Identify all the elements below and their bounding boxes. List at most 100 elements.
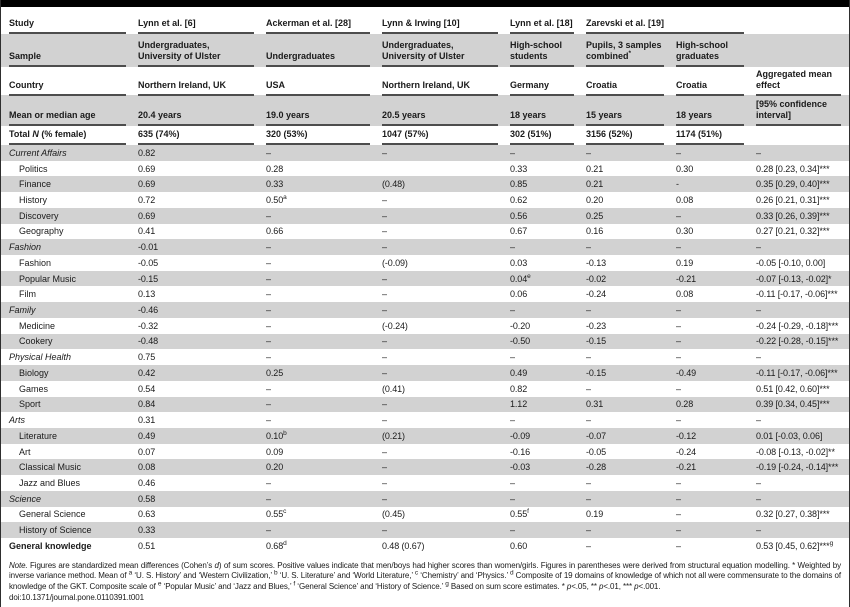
data-cell: – <box>510 305 515 316</box>
table-row: General Science 0.63 0.55c (0.45) 0.55f 0.19 –… <box>1 507 849 523</box>
data-cell: – <box>382 415 387 426</box>
table-row: Sport 0.84 – – 1.12 0.31 0.28 0.39 [0.34, 0.45]… <box>1 396 849 413</box>
data-cell: 0.48 (0.67) <box>382 540 425 551</box>
data-cell: – <box>586 383 591 394</box>
data-cell: 0.66 <box>266 226 284 237</box>
header-cell: Northern Ireland, UK <box>382 67 498 96</box>
data-cell: 0.25 <box>586 210 604 221</box>
row-label: Medicine <box>19 320 56 331</box>
row-label: Games <box>19 383 49 394</box>
header-row-label: Country <box>9 67 126 96</box>
row-label: Physical Health <box>9 352 72 363</box>
header-cell: Lynn & Irwing [10] <box>382 7 498 34</box>
data-cell: – <box>676 525 681 536</box>
header-cell: Ackerman et al. [28] <box>266 7 370 34</box>
table-row: Finance 0.69 0.33 (0.48) 0.85 0.21 - 0.35 [0.29… <box>1 176 849 193</box>
header-cell-text: 19.0 years <box>266 109 310 120</box>
data-cell: – <box>382 352 387 363</box>
header-cell: USA <box>266 67 370 96</box>
data-cell: 0.69 <box>138 163 156 174</box>
row-label: Art <box>19 446 31 457</box>
data-cell: – <box>382 525 387 536</box>
header-cell: Zarevski et al. [19] <box>586 7 744 34</box>
header-cell: 1174 (51%) <box>676 126 744 145</box>
header-row: Total N (% female) 635 (74%) 320 (53%) 1047… <box>1 126 849 145</box>
table-row: Jazz and Blues 0.46 – – – – – – <box>1 475 849 491</box>
data-cell: 0.50a <box>266 194 287 206</box>
data-cell: – <box>382 226 387 237</box>
data-cell: 0.75 <box>138 352 156 363</box>
data-cell: -0.48 <box>138 336 159 347</box>
data-cell: 0.27 [0.21, 0.32]*** <box>756 226 830 237</box>
header-cell-text: USA <box>266 79 286 90</box>
data-cell: -0.11 [-0.17, -0.06]*** <box>756 289 838 300</box>
header-cell: Pupils, 3 samples combined* <box>586 34 664 67</box>
data-cell: 0.08 <box>676 195 694 206</box>
header-cell-text: 20.4 years <box>138 109 182 120</box>
data-cell: 0.06 <box>510 289 528 300</box>
data-cell: 0.84 <box>138 399 156 410</box>
data-cell: – <box>266 210 271 221</box>
header-cell-text: 18 years <box>676 109 713 120</box>
table-row: Popular Music -0.15 – – 0.04e -0.02 -0.21 -0.07… <box>1 270 849 287</box>
row-label: Politics <box>19 163 48 174</box>
data-cell: 0.53 [0.45, 0.62]***g <box>756 539 834 551</box>
data-cell: 0.49 <box>138 430 156 441</box>
data-cell: 0.04e <box>510 272 531 284</box>
header-row: Mean or median age 20.4 years 19.0 years 20… <box>1 95 849 126</box>
data-cell: – <box>510 525 515 536</box>
header-cell: 18 years <box>510 95 574 126</box>
table-row: Medicine -0.32 – (-0.24) -0.20 -0.23 – -0.24 [-… <box>1 318 849 334</box>
header-cell-text: Ackerman et al. [28] <box>266 17 352 28</box>
data-cell: – <box>266 477 271 488</box>
data-cell: -0.16 <box>510 446 531 457</box>
data-cell: 0.62 <box>510 195 528 206</box>
row-label: General knowledge <box>9 540 92 551</box>
header-cell-text: Croatia <box>676 79 708 90</box>
data-cell: 0.51 [0.42, 0.60]*** <box>756 383 830 394</box>
header-cell-text: 635 (74%) <box>138 128 180 139</box>
data-cell: 0.25 <box>266 367 284 378</box>
table-row: Literature 0.49 0.10b (0.21) -0.09 -0.07 -0.12… <box>1 427 849 444</box>
data-cell: – <box>266 257 271 268</box>
data-cell: – <box>586 415 591 426</box>
data-cell: – <box>382 399 387 410</box>
data-cell: -0.20 <box>510 320 531 331</box>
data-cell: 0.39 [0.34, 0.45]*** <box>756 399 830 410</box>
header-cell-text: 20.5 years <box>382 109 426 120</box>
table-row: Classical Music 0.08 0.20 – -0.03 -0.28 -0.21 -… <box>1 459 849 476</box>
data-cell: -0.23 <box>586 320 607 331</box>
data-cell: -0.03 <box>510 462 531 473</box>
data-cell: – <box>676 493 681 504</box>
data-cell: -0.11 [-0.17, -0.06]*** <box>756 367 838 378</box>
header-cell-text: High-school graduates <box>676 40 728 61</box>
data-cell: -0.24 <box>586 289 607 300</box>
header-cell: Croatia <box>676 67 744 96</box>
header-cell: 20.5 years <box>382 95 498 126</box>
table-row: Science 0.58 – – – – – – <box>1 490 849 507</box>
data-cell: -0.12 <box>676 430 697 441</box>
table-row: General knowledge 0.51 0.68d 0.48 (0.67) 0.6… <box>1 538 849 554</box>
row-label: Finance <box>19 179 52 190</box>
data-cell: – <box>586 493 591 504</box>
header-cell: High-school students <box>510 34 574 67</box>
header-cell: Lynn et al. [18] <box>510 7 574 34</box>
data-cell: -0.24 [-0.29, -0.18]*** <box>756 320 839 331</box>
data-cell: 0.28 <box>676 399 694 410</box>
table-header: Study Lynn et al. [6] Ackerman et al. [28]… <box>1 7 849 145</box>
row-label: Jazz and Blues <box>19 477 81 488</box>
data-cell: – <box>676 210 681 221</box>
table-row: History of Science 0.33 – – – – – – <box>1 522 849 538</box>
data-cell: – <box>676 320 681 331</box>
data-cell: 0.69 <box>138 210 156 221</box>
data-cell: 0.58 <box>138 493 156 504</box>
data-cell: – <box>382 273 387 284</box>
header-cell-text: Germany <box>510 79 550 90</box>
row-label: Fashion <box>9 242 42 253</box>
data-cell: 0.82 <box>138 147 156 158</box>
header-cell-text: Lynn et al. [6] <box>138 17 196 28</box>
data-cell: (0.48) <box>382 179 405 190</box>
data-cell: – <box>510 147 515 158</box>
table-row: Fashion -0.05 – (-0.09) 0.03 -0.13 0.19 -0.05 [… <box>1 255 849 271</box>
data-cell: – <box>676 540 681 551</box>
